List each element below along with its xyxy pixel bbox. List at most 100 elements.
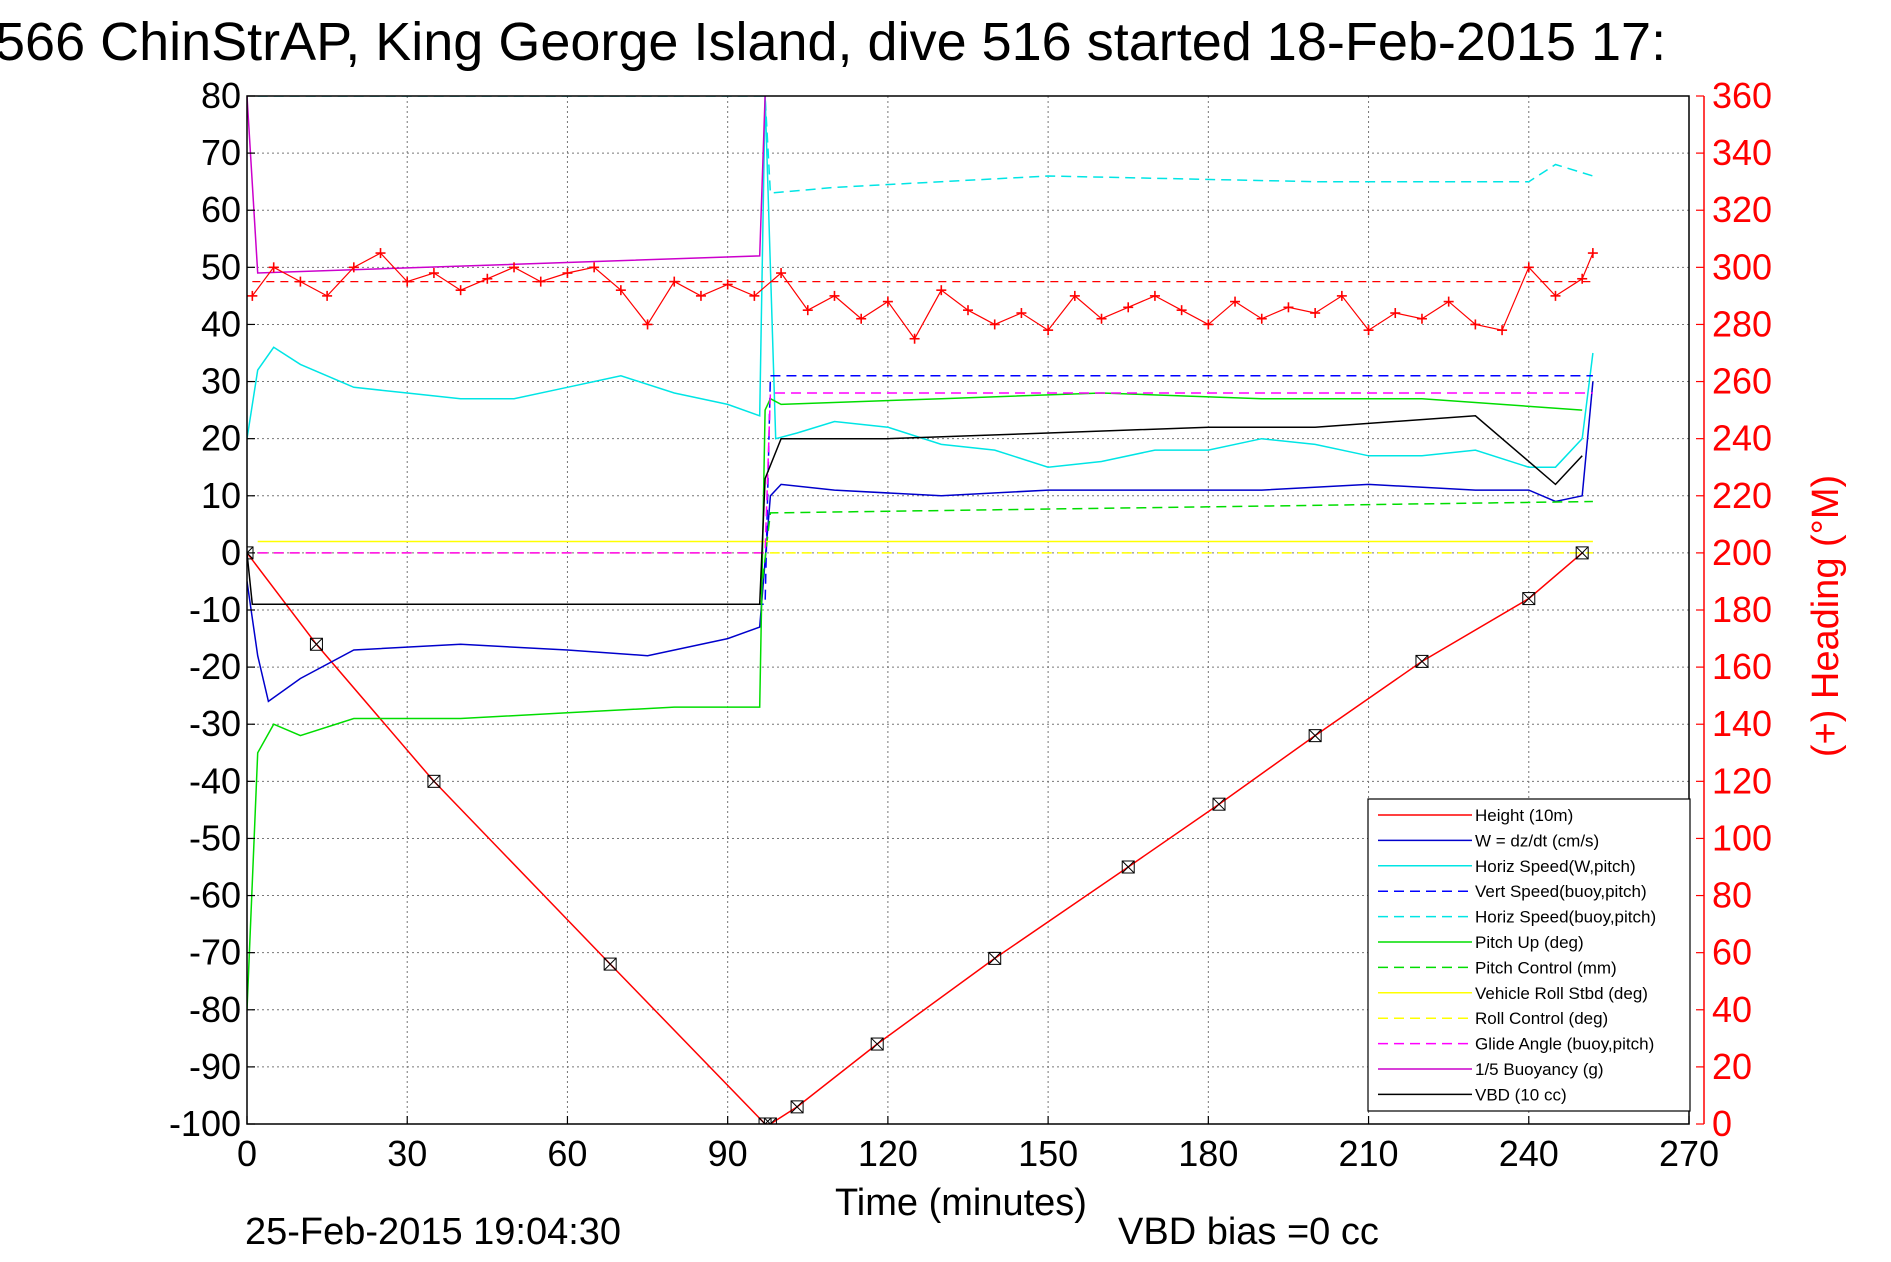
- heading-point: [509, 262, 520, 273]
- heading-point: [1283, 302, 1294, 313]
- right-tick-label: 180: [1712, 589, 1772, 630]
- legend-entry: Horiz Speed(buoy,pitch): [1475, 908, 1656, 927]
- depth-sample-marker: [309, 637, 323, 651]
- x-tick-label: 90: [708, 1133, 748, 1174]
- heading-point: [1203, 319, 1214, 330]
- right-y-axis-label: (+) Heading (°M): [1805, 475, 1847, 757]
- legend-box: [1367, 798, 1691, 1112]
- heading-point: [1176, 305, 1187, 316]
- heading-point: [1256, 313, 1267, 324]
- y-tick-label: -20: [189, 646, 241, 687]
- y-tick-label: 70: [201, 132, 241, 173]
- heading-point: [722, 279, 733, 290]
- heading-point: [1363, 325, 1374, 336]
- heading-point: [482, 273, 493, 284]
- depth-sample-marker: [1522, 592, 1536, 606]
- heading-point: [428, 268, 439, 279]
- right-tick-label: 0: [1712, 1103, 1732, 1144]
- footer-timestamp: 25-Feb-2015 19:04:30: [245, 1211, 621, 1253]
- depth-sample-marker: [1308, 729, 1322, 743]
- heading-point: [989, 319, 1000, 330]
- y-tick-label: -60: [189, 875, 241, 916]
- y-tick-label: -90: [189, 1046, 241, 1087]
- heading-point: [1443, 296, 1454, 307]
- y-tick-label: 40: [201, 303, 241, 344]
- series-line: [247, 415, 1583, 606]
- legend-entry: Height (10m): [1475, 806, 1573, 825]
- y-tick-label: -100: [169, 1103, 241, 1144]
- y-tick-label: 50: [201, 246, 241, 287]
- heading-point: [882, 296, 893, 307]
- legend-entry: Pitch Up (deg): [1475, 933, 1584, 952]
- x-tick-label: 270: [1659, 1133, 1719, 1174]
- axis-layer: 0 30 60 90 120 150 180 210 240 270 80 70 60 50 40 30 20 1…: [169, 75, 1772, 1174]
- y-tick-label: -40: [189, 760, 241, 801]
- heading-point: [247, 290, 258, 301]
- x-tick-label: 30: [387, 1133, 427, 1174]
- legend-entry: Vert Speed(buoy,pitch): [1475, 882, 1647, 901]
- depth-sample-marker: [988, 951, 1002, 965]
- heading-point: [535, 276, 546, 287]
- x-axis-label: Time (minutes): [835, 1182, 1087, 1224]
- y-tick-label: -50: [189, 817, 241, 858]
- heading-point: [295, 276, 306, 287]
- heading-point: [936, 285, 947, 296]
- legend-entry: VBD (10 cc): [1475, 1085, 1567, 1104]
- legend-entry: Roll Control (deg): [1475, 1009, 1608, 1028]
- heading-point: [1096, 313, 1107, 324]
- right-tick-label: 320: [1712, 189, 1772, 230]
- depth-sample-marker: [427, 774, 441, 788]
- right-tick-label: 280: [1712, 303, 1772, 344]
- series-line: [247, 392, 1583, 1010]
- x-tick-label: 120: [858, 1133, 918, 1174]
- heading-point: [1416, 313, 1427, 324]
- right-tick-label: 360: [1712, 75, 1772, 116]
- depth-sample-marker: [763, 1117, 777, 1124]
- right-tick-label: 120: [1712, 760, 1772, 801]
- heading-point: [589, 262, 600, 273]
- right-tick-label: 240: [1712, 418, 1772, 459]
- heading-point: [1470, 319, 1481, 330]
- y-tick-label: -10: [189, 589, 241, 630]
- right-tick-label: 100: [1712, 817, 1772, 858]
- y-tick-label: -70: [189, 932, 241, 973]
- right-tick-label: 220: [1712, 475, 1772, 516]
- right-tick-label: 140: [1712, 703, 1772, 744]
- heading-point: [1043, 325, 1054, 336]
- heading-point: [402, 276, 413, 287]
- right-tick-label: 60: [1712, 932, 1752, 973]
- heading-point: [642, 319, 653, 330]
- heading-point: [909, 333, 920, 344]
- y-tick-label: -80: [189, 989, 241, 1030]
- right-tick-label: 200: [1712, 532, 1772, 573]
- x-tick-label: 60: [547, 1133, 587, 1174]
- chart-title: 566 ChinStrAP, King George Island, dive …: [0, 12, 1666, 72]
- y-tick-label: 60: [201, 189, 241, 230]
- heading-point: [856, 313, 867, 324]
- heading-point: [1577, 273, 1588, 284]
- right-tick-label: 300: [1712, 246, 1772, 287]
- heading-point: [455, 285, 466, 296]
- heading-point: [802, 305, 813, 316]
- y-tick-label: 20: [201, 418, 241, 459]
- heading-point: [776, 268, 787, 279]
- legend-entry: W = dz/dt (cm/s): [1475, 831, 1599, 850]
- right-tick-label: 80: [1712, 875, 1752, 916]
- series-line: [257, 500, 1593, 606]
- heading-point: [1497, 325, 1508, 336]
- depth-sample-marker: [603, 957, 617, 971]
- y-tick-label: 10: [201, 475, 241, 516]
- heading-line: [251, 252, 1594, 340]
- y-tick-label: 80: [201, 75, 241, 116]
- series-line: [247, 96, 766, 274]
- depth-sample-marker: [1212, 797, 1226, 811]
- heading-point: [562, 268, 573, 279]
- legend-entry: Vehicle Roll Stbd (deg): [1475, 984, 1648, 1003]
- heading-point: [829, 290, 840, 301]
- x-tick-label: 150: [1018, 1133, 1078, 1174]
- heading-point: [749, 290, 760, 301]
- heading-point: [268, 262, 279, 273]
- heading-point: [695, 290, 706, 301]
- heading-point: [615, 285, 626, 296]
- footer-vbd-bias: VBD bias =0 cc: [1118, 1211, 1379, 1253]
